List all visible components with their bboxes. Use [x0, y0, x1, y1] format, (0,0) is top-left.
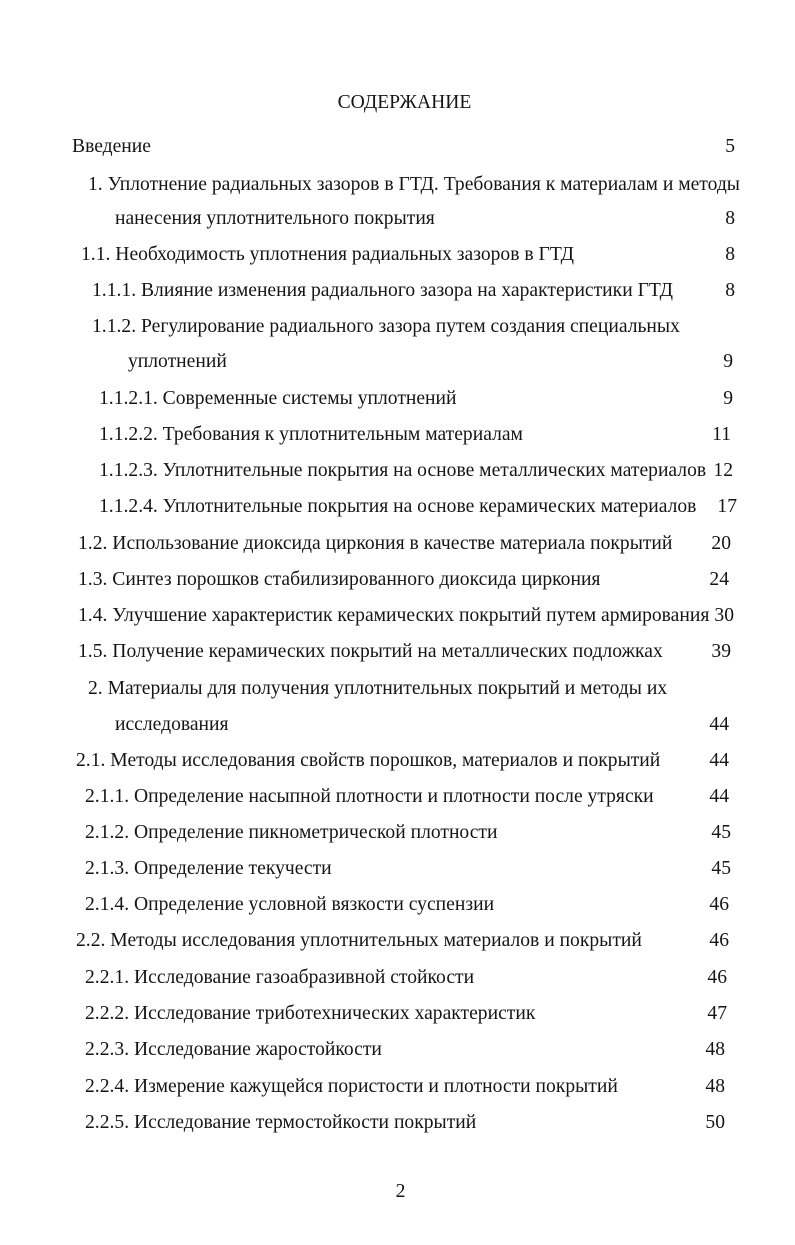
toc-entry-page: 12	[713, 460, 733, 481]
toc-entry-page: 47	[707, 1003, 727, 1024]
toc-entry-title-continued: исследования	[115, 714, 229, 735]
toc-entry-page: 30	[714, 605, 734, 626]
toc-entry-page: 44	[709, 750, 729, 771]
toc-entry-page: 24	[709, 569, 729, 590]
toc-entry-title: 1.2. Использование диоксида циркония в к…	[78, 533, 673, 554]
toc-entry-page: 9	[723, 351, 733, 372]
toc-entry-title: 1.1. Необходимость уплотнения радиальных…	[81, 244, 574, 265]
toc-entry-title: Введение	[72, 136, 151, 157]
toc-entry-page: 8	[725, 208, 735, 229]
toc-entry-title-continued: нанесения уплотнительного покрытия	[115, 208, 435, 229]
toc-entry-title: 1.1.2.4. Уплотнительные покрытия на осно…	[99, 496, 697, 517]
toc-entry-page: 45	[711, 858, 731, 879]
toc-title: СОДЕРЖАНИЕ	[337, 92, 472, 113]
toc-entry-title: 1.1.2.3. Уплотнительные покрытия на осно…	[99, 460, 707, 481]
toc-entry-title: 1.4. Улучшение характеристик керамически…	[78, 605, 710, 626]
toc-entry-page: 20	[711, 533, 731, 554]
toc-entry-page: 8	[725, 244, 735, 265]
toc-entry-title: 2.1.2. Определение пикнометрической плот…	[85, 822, 498, 843]
toc-entry-page: 9	[723, 388, 733, 409]
toc-entry-page: 5	[725, 136, 735, 157]
toc-entry-title: 2.2.5. Исследование термостойкости покры…	[85, 1112, 477, 1133]
toc-entry-page: 46	[709, 894, 729, 915]
toc-entry-title: 2.2.2. Исследование триботехнических хар…	[85, 1003, 536, 1024]
toc-entry-title: 1.1.2. Регулирование радиального зазора …	[92, 316, 680, 337]
toc-entry-title: 2.1.3. Определение текучести	[85, 858, 332, 879]
toc-entry-page: 17	[717, 496, 737, 517]
toc-entry-title: 1.1.2.2. Требования к уплотнительным мат…	[99, 424, 523, 445]
toc-entry-title-continued: уплотнений	[128, 351, 227, 372]
toc-entry-page: 46	[707, 967, 727, 988]
toc-entry-page: 44	[709, 714, 729, 735]
toc-entry-title: 2.2. Методы исследования уплотнительных …	[76, 930, 642, 951]
toc-entry-title: 1.5. Получение керамических покрытий на …	[78, 641, 663, 662]
toc-entry-title: 2.2.1. Исследование газоабразивной стойк…	[85, 967, 475, 988]
toc-entry-title: 2.1.1. Определение насыпной плотности и …	[85, 786, 654, 807]
toc-entry-title: 2.1. Методы исследования свойств порошко…	[76, 750, 661, 771]
toc-entry-page: 50	[705, 1112, 725, 1133]
page-number: 2	[395, 1181, 406, 1202]
toc-entry-page: 48	[705, 1039, 725, 1060]
toc-entry-title: 2. Материалы для получения уплотнительны…	[88, 678, 668, 699]
toc-entry-page: 8	[725, 280, 735, 301]
toc-entry-title: 1.1.2.1. Современные системы уплотнений	[99, 388, 457, 409]
toc-entry-title: 1.1.1. Влияние изменения радиального заз…	[92, 280, 673, 301]
toc-entry-title: 1.3. Синтез порошков стабилизированного …	[78, 569, 601, 590]
toc-entry-title: 2.1.4. Определение условной вязкости сус…	[85, 894, 495, 915]
toc-entry-page: 44	[709, 786, 729, 807]
toc-entry-page: 11	[712, 424, 731, 445]
toc-entry-page: 48	[705, 1076, 725, 1097]
toc-entry-title: 2.2.4. Измерение кажущейся пористости и …	[85, 1076, 618, 1097]
toc-entry-title: 1. Уплотнение радиальных зазоров в ГТД. …	[88, 174, 740, 195]
toc-entry-page: 46	[709, 930, 729, 951]
toc-entry-title: 2.2.3. Исследование жаростойкости	[85, 1039, 382, 1060]
toc-entry-page: 39	[711, 641, 731, 662]
toc-entry-page: 45	[711, 822, 731, 843]
